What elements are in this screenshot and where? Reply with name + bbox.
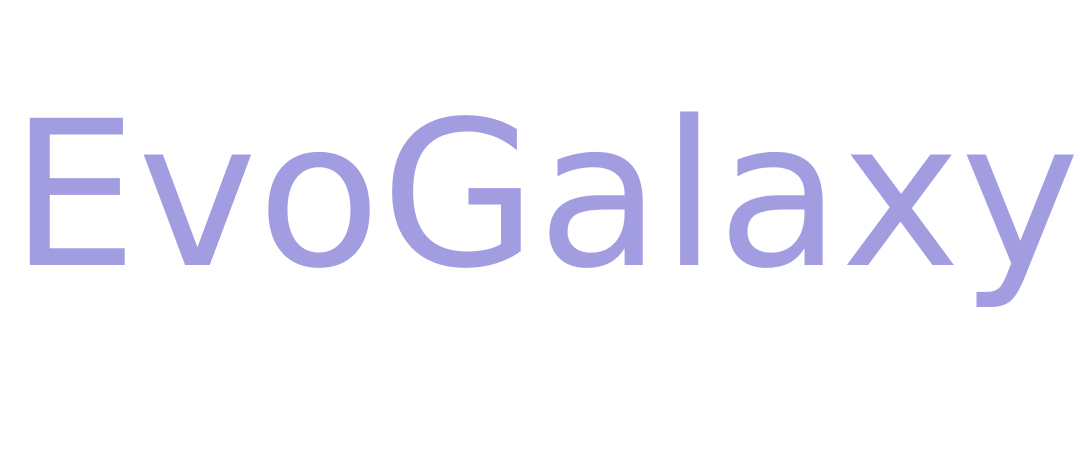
brand-wordmark: EvoGalaxy (10, 77, 1080, 313)
